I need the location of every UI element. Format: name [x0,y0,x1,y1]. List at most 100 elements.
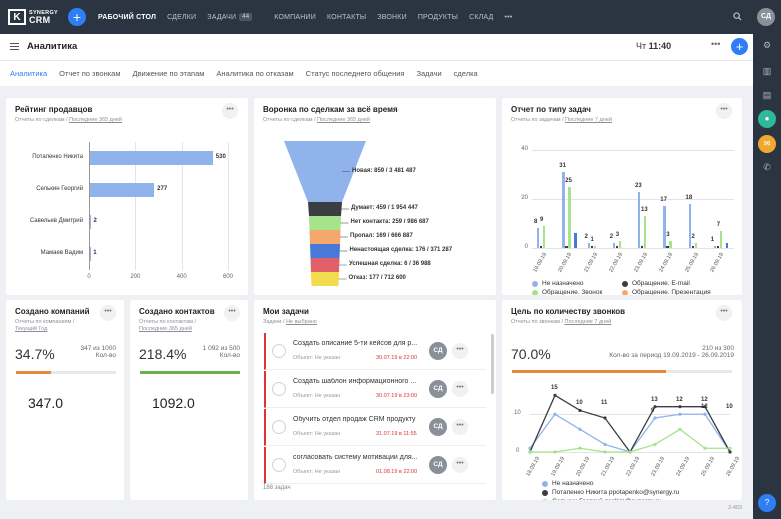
task-title[interactable]: Обучить отдел продаж CRM продукту [293,416,416,423]
nav-item-1[interactable]: СДЕЛКИ [167,13,197,21]
gear-icon[interactable]: ⚙ [762,40,772,50]
create-button[interactable]: + [68,8,86,26]
task-types-legend-item[interactable]: Обращение. E-mail [622,280,690,287]
task-menu-button[interactable]: ••• [452,381,468,397]
drop-icon[interactable]: ● [758,110,776,128]
task-types-bar[interactable] [612,243,616,248]
task-types-legend-item[interactable]: Обращение. Звонок [532,289,602,295]
rating-bar[interactable] [90,183,155,197]
calls-legend-item[interactable]: Не назначено [542,480,594,487]
calls-point[interactable] [678,405,682,409]
task-types-bar[interactable] [725,243,729,248]
menu-icon[interactable] [10,43,19,50]
my-tasks-filter-link[interactable]: Не выбрано [286,319,317,325]
nav-item-3[interactable]: КОМПАНИИ [274,13,316,21]
synergy-crm-logo[interactable]: K SYNERGY CRM [8,9,58,25]
task-types-bar[interactable] [644,216,647,248]
calls-point[interactable] [603,442,607,447]
rating-menu-button[interactable]: ••• [222,103,238,119]
task-types-bar[interactable] [669,240,672,248]
calls-point[interactable] [553,393,557,397]
calls-point[interactable] [553,412,557,416]
task-types-bar[interactable] [590,245,593,248]
calls-point[interactable] [703,446,707,450]
contacts-period-link[interactable]: Последние 365 дней [139,326,192,332]
calls-series-line[interactable] [529,394,731,454]
calls-point[interactable] [703,405,707,409]
calls-point[interactable] [578,427,582,431]
chat-icon[interactable]: ▤ [762,90,772,100]
task-menu-button[interactable]: ••• [452,457,468,473]
phone-icon[interactable]: ✆ [763,162,771,172]
contacts-menu-button[interactable]: ••• [224,305,240,321]
nav-item-5[interactable]: ЗВОНКИ [377,13,407,21]
calls-legend-item[interactable]: Потапенко Никита ppotapenko@synergy.ru [542,489,679,496]
task-types-bar[interactable] [615,245,619,248]
task-types-bar[interactable] [688,203,691,248]
tab-0[interactable]: Аналитика [10,69,48,78]
calls-point[interactable] [578,408,582,413]
companies-menu-button[interactable]: ••• [100,305,116,321]
task-types-bar[interactable] [663,206,666,248]
calls-goal-period-link[interactable]: Последние 7 дней [564,319,612,325]
task-title[interactable]: Создать шаблон информационного ... [293,378,417,385]
calls-goal-menu-button[interactable]: ••• [716,305,732,321]
task-types-bar[interactable] [618,240,622,248]
funnel-stage[interactable] [284,141,366,202]
task-types-menu-button[interactable]: ••• [716,103,732,119]
funnel-stage[interactable] [311,272,339,286]
nav-item-6[interactable]: ПРОДУКТЫ [417,13,459,21]
funnel-stage[interactable] [310,244,340,258]
rating-bar[interactable] [90,151,213,165]
task-types-period-link[interactable]: Последние 7 дней [565,117,612,123]
task-types-bar[interactable] [593,245,596,248]
task-types-bar[interactable] [540,245,543,248]
task-title[interactable]: согласовать систему мотивации для... [293,454,418,461]
funnel-period-link[interactable]: Последние 365 дней [317,117,371,123]
tab-3[interactable]: Аналитика по отказам [216,69,294,78]
task-types-bar[interactable] [568,186,571,248]
calls-point[interactable] [678,427,682,431]
task-types-bar[interactable] [694,243,697,248]
calls-point[interactable] [653,442,657,447]
calls-legend-item[interactable]: Селькин Георгий gselkin@synergy.ru [542,498,661,500]
calls-point[interactable] [553,450,557,454]
task-assignee-avatar[interactable]: СД [429,342,447,360]
task-menu-button[interactable]: ••• [452,343,468,359]
calls-point[interactable] [578,446,582,450]
add-button[interactable]: + [731,38,748,55]
task-item[interactable]: Обучить отдел продаж CRM продукту Объект:… [264,409,486,446]
calls-point[interactable] [528,450,532,454]
task-complete-checkbox[interactable] [272,420,286,434]
task-types-bar[interactable] [719,230,723,248]
task-types-bar[interactable] [713,245,717,248]
tab-4[interactable]: Статус последнего общения [305,69,405,78]
task-types-bar[interactable] [562,172,565,248]
task-item[interactable]: согласовать систему мотивации для... Объе… [264,447,486,484]
nav-item-0[interactable]: РАБОЧИЙ СТОЛ [98,13,157,21]
funnel-stage[interactable] [308,202,342,216]
more-icon[interactable]: ••• [711,39,721,49]
task-types-legend-item[interactable]: Не назначено [532,280,584,287]
task-assignee-avatar[interactable]: СД [429,380,447,398]
task-complete-checkbox[interactable] [272,344,286,358]
tab-6[interactable]: сделка [453,69,478,78]
task-item[interactable]: Создать описание 5-ти кейсов для р... Объ… [264,333,486,370]
calls-point[interactable] [653,416,657,420]
task-types-bar[interactable] [537,228,540,248]
rating-period-link[interactable]: Последние 365 дней [69,117,123,123]
companies-period-link[interactable]: Текущий Год [15,326,48,332]
nav-item-4[interactable]: КОНТАКТЫ [326,13,367,21]
task-item[interactable]: Создать шаблон информационного ... Объект… [264,371,486,408]
task-types-legend-item[interactable]: Обращение. Презентация [622,289,711,295]
tab-1[interactable]: Отчет по звонкам [59,69,121,78]
tab-2[interactable]: Движение по этапам [132,69,205,78]
nav-item-7[interactable]: СКЛАД [469,13,494,21]
calls-point[interactable] [678,412,682,416]
task-menu-button[interactable]: ••• [452,419,468,435]
funnel-stage[interactable] [309,230,341,244]
task-complete-checkbox[interactable] [272,382,286,396]
calls-point[interactable] [603,416,607,420]
task-types-bar[interactable] [543,225,546,248]
book-icon[interactable]: ▥ [762,66,772,76]
